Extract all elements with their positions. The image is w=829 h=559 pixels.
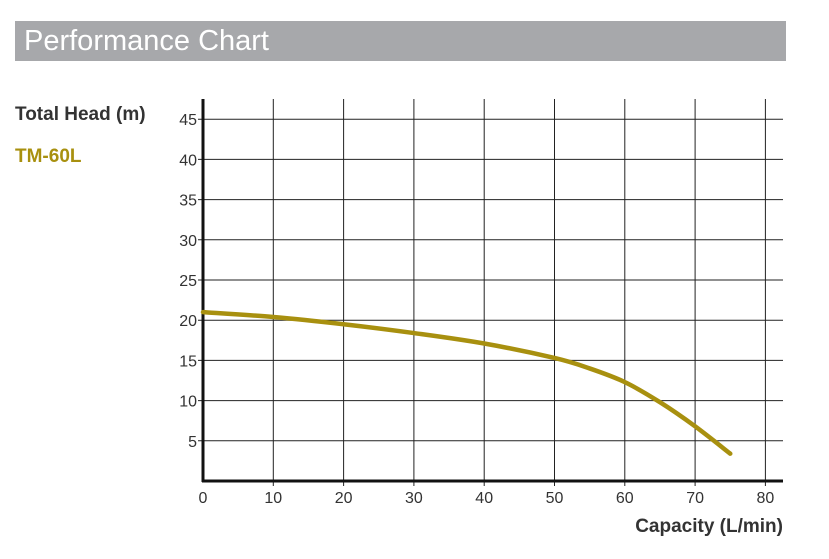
y-tick-label-25: 25 [179,273,197,290]
y-tick-label-5: 5 [188,434,197,451]
x-axis-label: Capacity (L/min) [635,516,783,537]
x-tick-label-50: 50 [546,490,564,507]
y-tick-label-30: 30 [179,233,197,250]
y-tick-label-20: 20 [179,313,197,330]
series-line-tm-60l [200,309,733,456]
x-tick-label-70: 70 [686,490,704,507]
x-tick-label-0: 0 [199,490,208,507]
series-label-tm-60l: TM-60L [15,146,82,167]
chart-grid [198,99,783,486]
y-tick-label-10: 10 [179,394,197,411]
y-axis-label: Total Head (m) [15,104,146,125]
x-tick-label-20: 20 [335,490,353,507]
x-tick-label-60: 60 [616,490,634,507]
y-tick-label-45: 45 [179,112,197,129]
chart-title-banner: Performance Chart [15,21,786,61]
chart-title: Performance Chart [24,25,269,57]
x-tick-label-80: 80 [757,490,775,507]
x-tick-label-40: 40 [475,490,493,507]
y-tick-label-15: 15 [179,353,197,370]
y-tick-label-35: 35 [179,193,197,210]
chart-series [200,309,733,456]
y-tick-label-40: 40 [179,152,197,169]
chart-ticks: 0 10 20 30 40 50 60 70 80 5 10 15 20 25 30 35 40 45 [179,112,774,507]
x-tick-label-30: 30 [405,490,423,507]
chart-axes [201,99,783,483]
x-tick-label-10: 10 [264,490,282,507]
